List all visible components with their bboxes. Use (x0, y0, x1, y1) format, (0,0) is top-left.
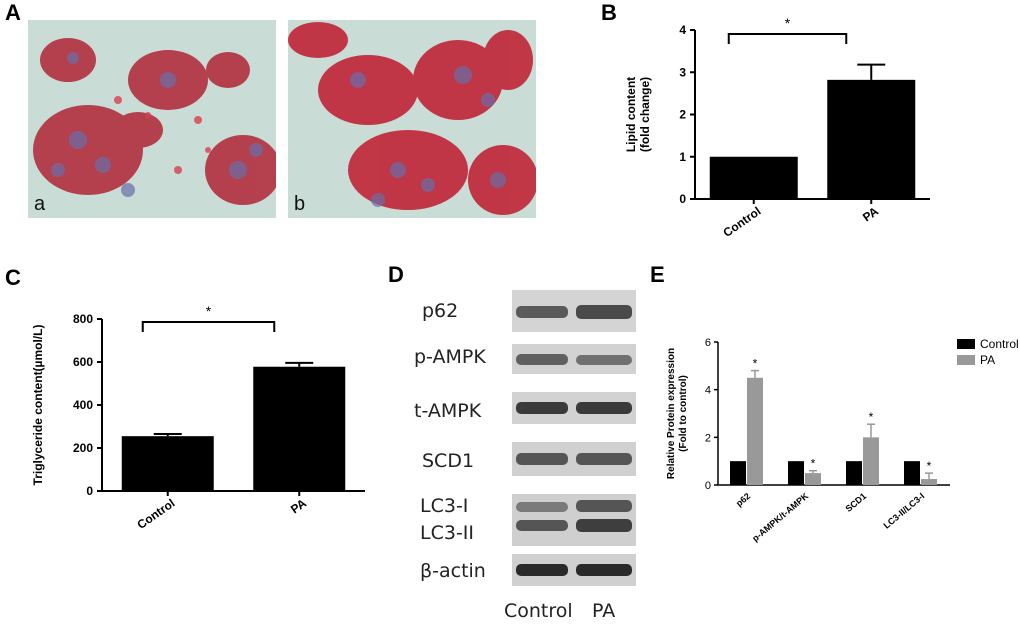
bar-control (709, 156, 798, 199)
significance-star: * (811, 457, 816, 471)
panel-letter-d: D (388, 262, 404, 287)
bar-pa (863, 437, 879, 485)
y-tick-label: 200 (73, 441, 93, 455)
significance-star: * (869, 410, 874, 424)
significance-star: * (206, 303, 212, 319)
bar-control (121, 436, 214, 491)
x-tick-label: PA (860, 204, 881, 225)
y-axis-title: Triglyceride content(µmol/L) (31, 325, 45, 486)
y-tick-label: 4 (705, 385, 711, 397)
blot-label-t-ampk: t-AMPK (414, 400, 482, 422)
x-tick-label: p-AMPK/t-AMPK (750, 491, 810, 544)
legend-label-control: Control (980, 337, 1019, 351)
y-tick-label: 1 (679, 150, 686, 164)
legend-swatch-pa (957, 355, 975, 365)
micrograph-control: a (28, 20, 276, 218)
significance-star: * (927, 459, 932, 473)
panel-letter-e: E (650, 262, 665, 287)
bar-control (730, 461, 746, 485)
x-tick-label: Control (134, 496, 177, 530)
y-axis-title: Lipid content(fold change) (624, 77, 652, 152)
micrograph-label-a: a (34, 193, 46, 215)
chart-triglyceride: Triglyceride content(µmol/L) 0 200 400 600 80… (31, 303, 365, 530)
bar-control (788, 461, 804, 485)
y-tick-label: 600 (73, 355, 93, 369)
y-tick-label: 0 (86, 484, 93, 498)
bar-pa (805, 473, 821, 485)
bar-control (904, 461, 920, 485)
bar-pa (921, 479, 937, 485)
y-axis-title: Relative Protein expression(Fold to cont… (666, 348, 689, 479)
blot-column-control: Control (504, 600, 573, 622)
blot-label-scd1: SCD1 (422, 450, 475, 472)
y-tick-label: 3 (679, 65, 686, 79)
bar-pa (827, 79, 916, 199)
micrograph-pa: b (288, 20, 536, 218)
blot-label-p-ampk: p-AMPK (414, 346, 486, 368)
panel-letter-a: A (5, 0, 21, 25)
x-tick-label: LC3-II/LC3-I (882, 491, 927, 531)
micrograph-label-b: b (294, 193, 306, 215)
x-tick-label: Control (720, 204, 763, 240)
x-tick-label: SCD1 (843, 491, 868, 514)
panel-letter-c: C (5, 265, 21, 290)
y-tick-label: 4 (679, 23, 686, 37)
bar-pa (253, 366, 346, 491)
chart-lipid-content: Lipid content(fold change) 0 1 2 3 4 Control PA… (624, 15, 930, 240)
bar-pa (747, 377, 763, 485)
y-tick-label: 800 (73, 312, 93, 326)
bar-control (846, 461, 862, 485)
y-tick-label: 2 (679, 108, 686, 122)
chart-protein-expression: Relative Protein expression(Fold to cont… (666, 337, 1019, 544)
blot-label-beta-actin: β-actin (420, 560, 486, 582)
y-tick-label: 400 (73, 398, 93, 412)
legend-label-pa: PA (980, 353, 995, 367)
panel-letter-b: B (601, 0, 617, 25)
blot-label-lc3-i: LC3-I (420, 495, 469, 517)
blot-column-pa: PA (592, 600, 616, 622)
y-tick-label: 0 (705, 480, 711, 492)
significance-star: * (753, 357, 758, 371)
blot-label-lc3-ii: LC3-II (420, 522, 475, 544)
y-tick-label: 2 (705, 432, 711, 444)
x-tick-label: PA (288, 496, 309, 517)
legend-swatch-control (957, 339, 975, 349)
y-tick-label: 0 (679, 192, 686, 206)
blot-label-p62: p62 (422, 300, 459, 322)
significance-star: * (785, 15, 791, 31)
significance-bracket (141, 321, 276, 332)
significance-bracket (727, 33, 848, 44)
blot-image (512, 290, 636, 586)
y-tick-label: 6 (705, 337, 711, 349)
x-tick-label: p62 (734, 491, 752, 509)
